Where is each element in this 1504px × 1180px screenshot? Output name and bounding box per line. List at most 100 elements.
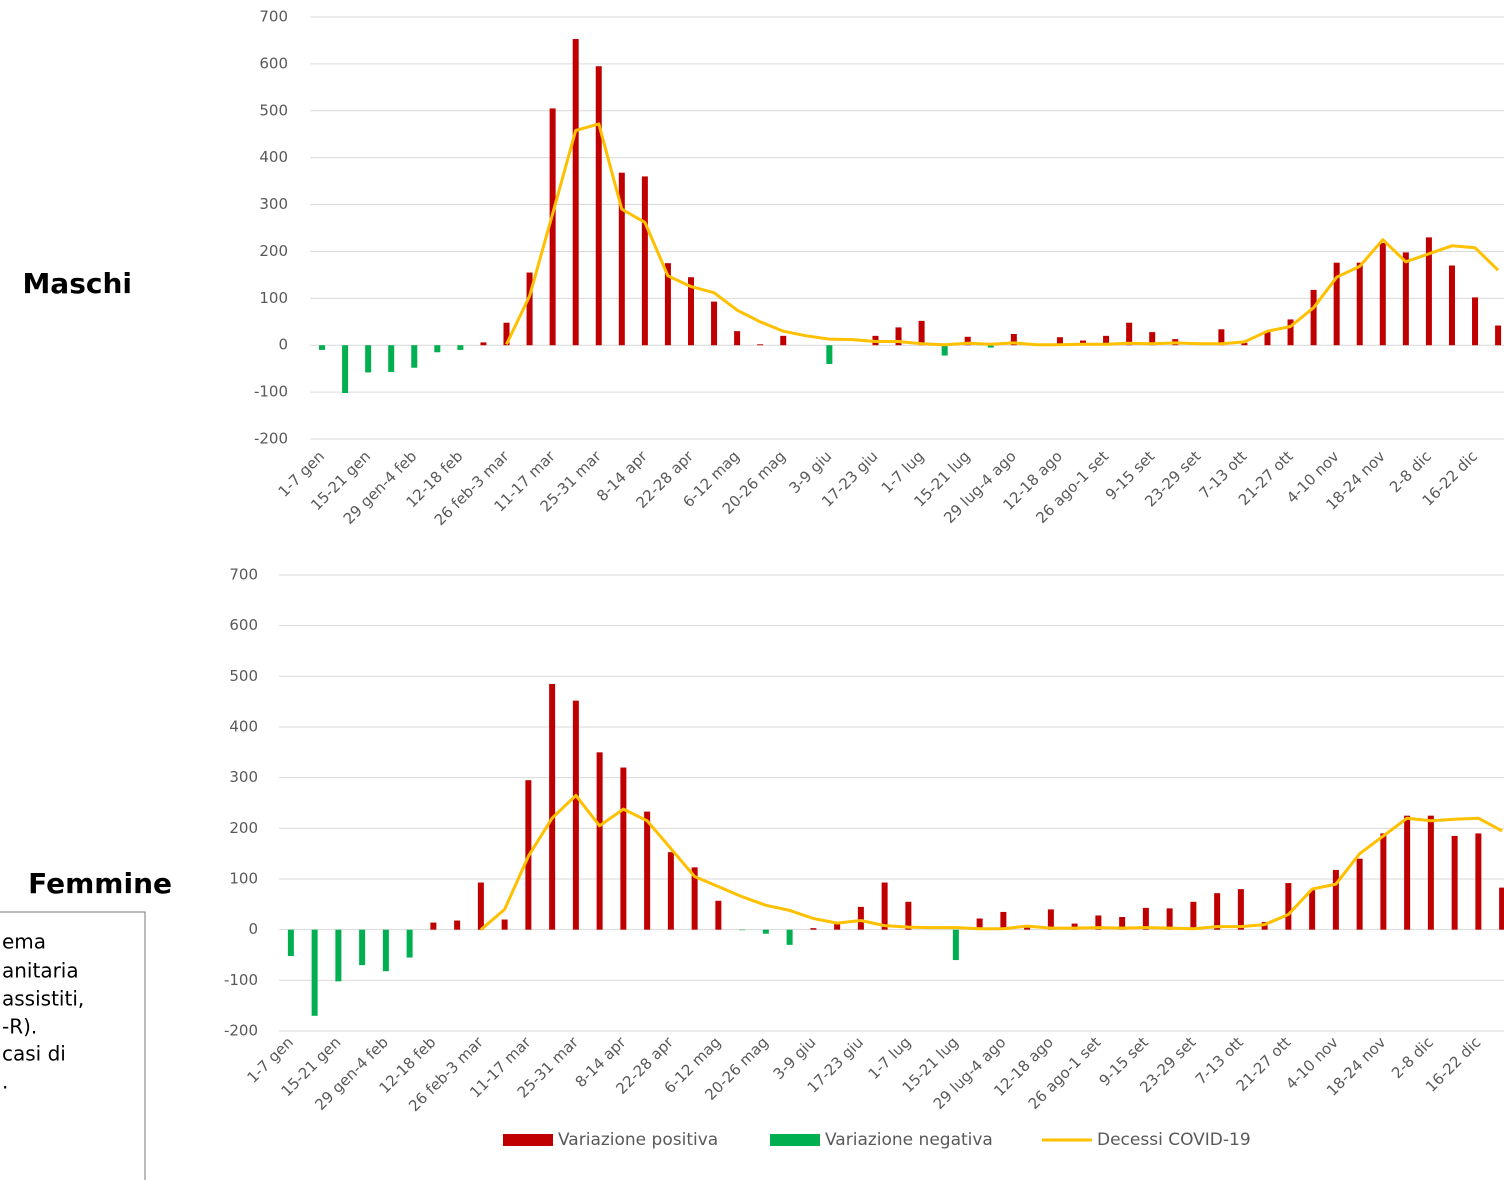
- bar: [918, 320, 925, 346]
- bar: [834, 922, 841, 930]
- y-tick-label: 100: [229, 870, 258, 888]
- bar: [711, 301, 718, 346]
- y-tick-label: 600: [229, 616, 258, 634]
- bar: [1499, 887, 1504, 930]
- line: [479, 793, 1503, 931]
- legend-swatch: [770, 1134, 820, 1146]
- y-tick-label: 0: [248, 920, 258, 938]
- bar: [976, 918, 983, 930]
- bar: [457, 345, 464, 350]
- y-tick-label: 500: [259, 101, 288, 119]
- y-tick-label: 300: [229, 768, 258, 786]
- y-tick-label: -100: [224, 971, 258, 989]
- note-text: -R).: [2, 1015, 37, 1039]
- bar: [572, 700, 579, 930]
- bar: [1380, 833, 1387, 930]
- bar: [365, 345, 372, 373]
- bar: [503, 322, 510, 346]
- bar: [1333, 262, 1340, 346]
- line: [505, 122, 1500, 347]
- bar: [810, 928, 817, 930]
- bar: [780, 335, 787, 346]
- bar: [526, 272, 533, 346]
- bar: [596, 752, 603, 930]
- y-tick-label: 700: [229, 566, 258, 584]
- bar: [335, 929, 342, 982]
- bar: [1024, 927, 1031, 930]
- bar: [987, 345, 994, 348]
- panel-label: Femmine: [28, 867, 172, 900]
- note-text: ema: [2, 930, 46, 954]
- bar: [480, 342, 487, 346]
- bar: [1332, 869, 1339, 930]
- bar: [477, 882, 484, 930]
- bar: [620, 767, 627, 930]
- y-tick-label: 600: [259, 54, 288, 72]
- y-tick-label: 400: [229, 718, 258, 736]
- y-tick-label: 500: [229, 667, 258, 685]
- bar: [1149, 332, 1156, 346]
- note-text: .: [2, 1070, 8, 1094]
- bar: [786, 929, 793, 945]
- bar: [1264, 331, 1271, 346]
- bar: [549, 683, 556, 930]
- bar: [1356, 858, 1363, 930]
- bar: [595, 66, 602, 346]
- bar: [359, 929, 366, 966]
- y-tick-label: 200: [229, 819, 258, 837]
- y-tick-label: 300: [259, 195, 288, 213]
- note-text: anitaria: [2, 959, 79, 983]
- bar: [1356, 262, 1363, 346]
- bar: [319, 345, 326, 350]
- bar: [1214, 893, 1221, 930]
- bar: [1142, 907, 1149, 930]
- bar: [691, 867, 698, 930]
- bar: [1495, 325, 1502, 346]
- bar: [1056, 337, 1063, 346]
- bar: [734, 331, 741, 346]
- bar: [406, 929, 413, 958]
- bar: [1218, 329, 1225, 346]
- bar: [1047, 909, 1054, 930]
- bar: [1404, 815, 1411, 930]
- bar: [1119, 917, 1126, 930]
- bar: [572, 39, 579, 346]
- bar: [1451, 835, 1458, 930]
- bar: [1402, 252, 1409, 346]
- y-tick-label: 200: [259, 242, 288, 260]
- bar: [1475, 833, 1482, 930]
- bar: [1010, 333, 1017, 346]
- bar: [1427, 815, 1434, 930]
- bar: [664, 263, 671, 346]
- bar: [430, 922, 437, 930]
- bar: [388, 345, 395, 372]
- bar: [501, 919, 508, 930]
- panel-label: Maschi: [22, 267, 132, 300]
- y-tick-label: 400: [259, 148, 288, 166]
- y-tick-label: 700: [259, 8, 288, 26]
- bar: [1425, 237, 1432, 346]
- bar: [905, 901, 912, 930]
- bar: [964, 336, 971, 346]
- bar: [1287, 319, 1294, 346]
- bar: [1309, 890, 1316, 930]
- y-tick-label: -200: [254, 430, 288, 448]
- bar: [644, 811, 651, 930]
- bar: [762, 929, 769, 934]
- bar: [342, 345, 349, 394]
- y-tick-label: 100: [259, 289, 288, 307]
- bar: [1000, 911, 1007, 930]
- legend-label: Variazione positiva: [558, 1130, 718, 1150]
- legend-label: Decessi COVID-19: [1097, 1130, 1251, 1150]
- bar: [287, 929, 294, 957]
- bar: [895, 327, 902, 346]
- bar: [1472, 297, 1479, 346]
- y-tick-label: -100: [254, 383, 288, 401]
- bar: [1190, 901, 1197, 930]
- bar: [311, 929, 318, 1016]
- y-tick-label: 0: [278, 336, 288, 354]
- bar: [1103, 335, 1110, 346]
- bar: [757, 344, 764, 346]
- bar: [549, 108, 556, 346]
